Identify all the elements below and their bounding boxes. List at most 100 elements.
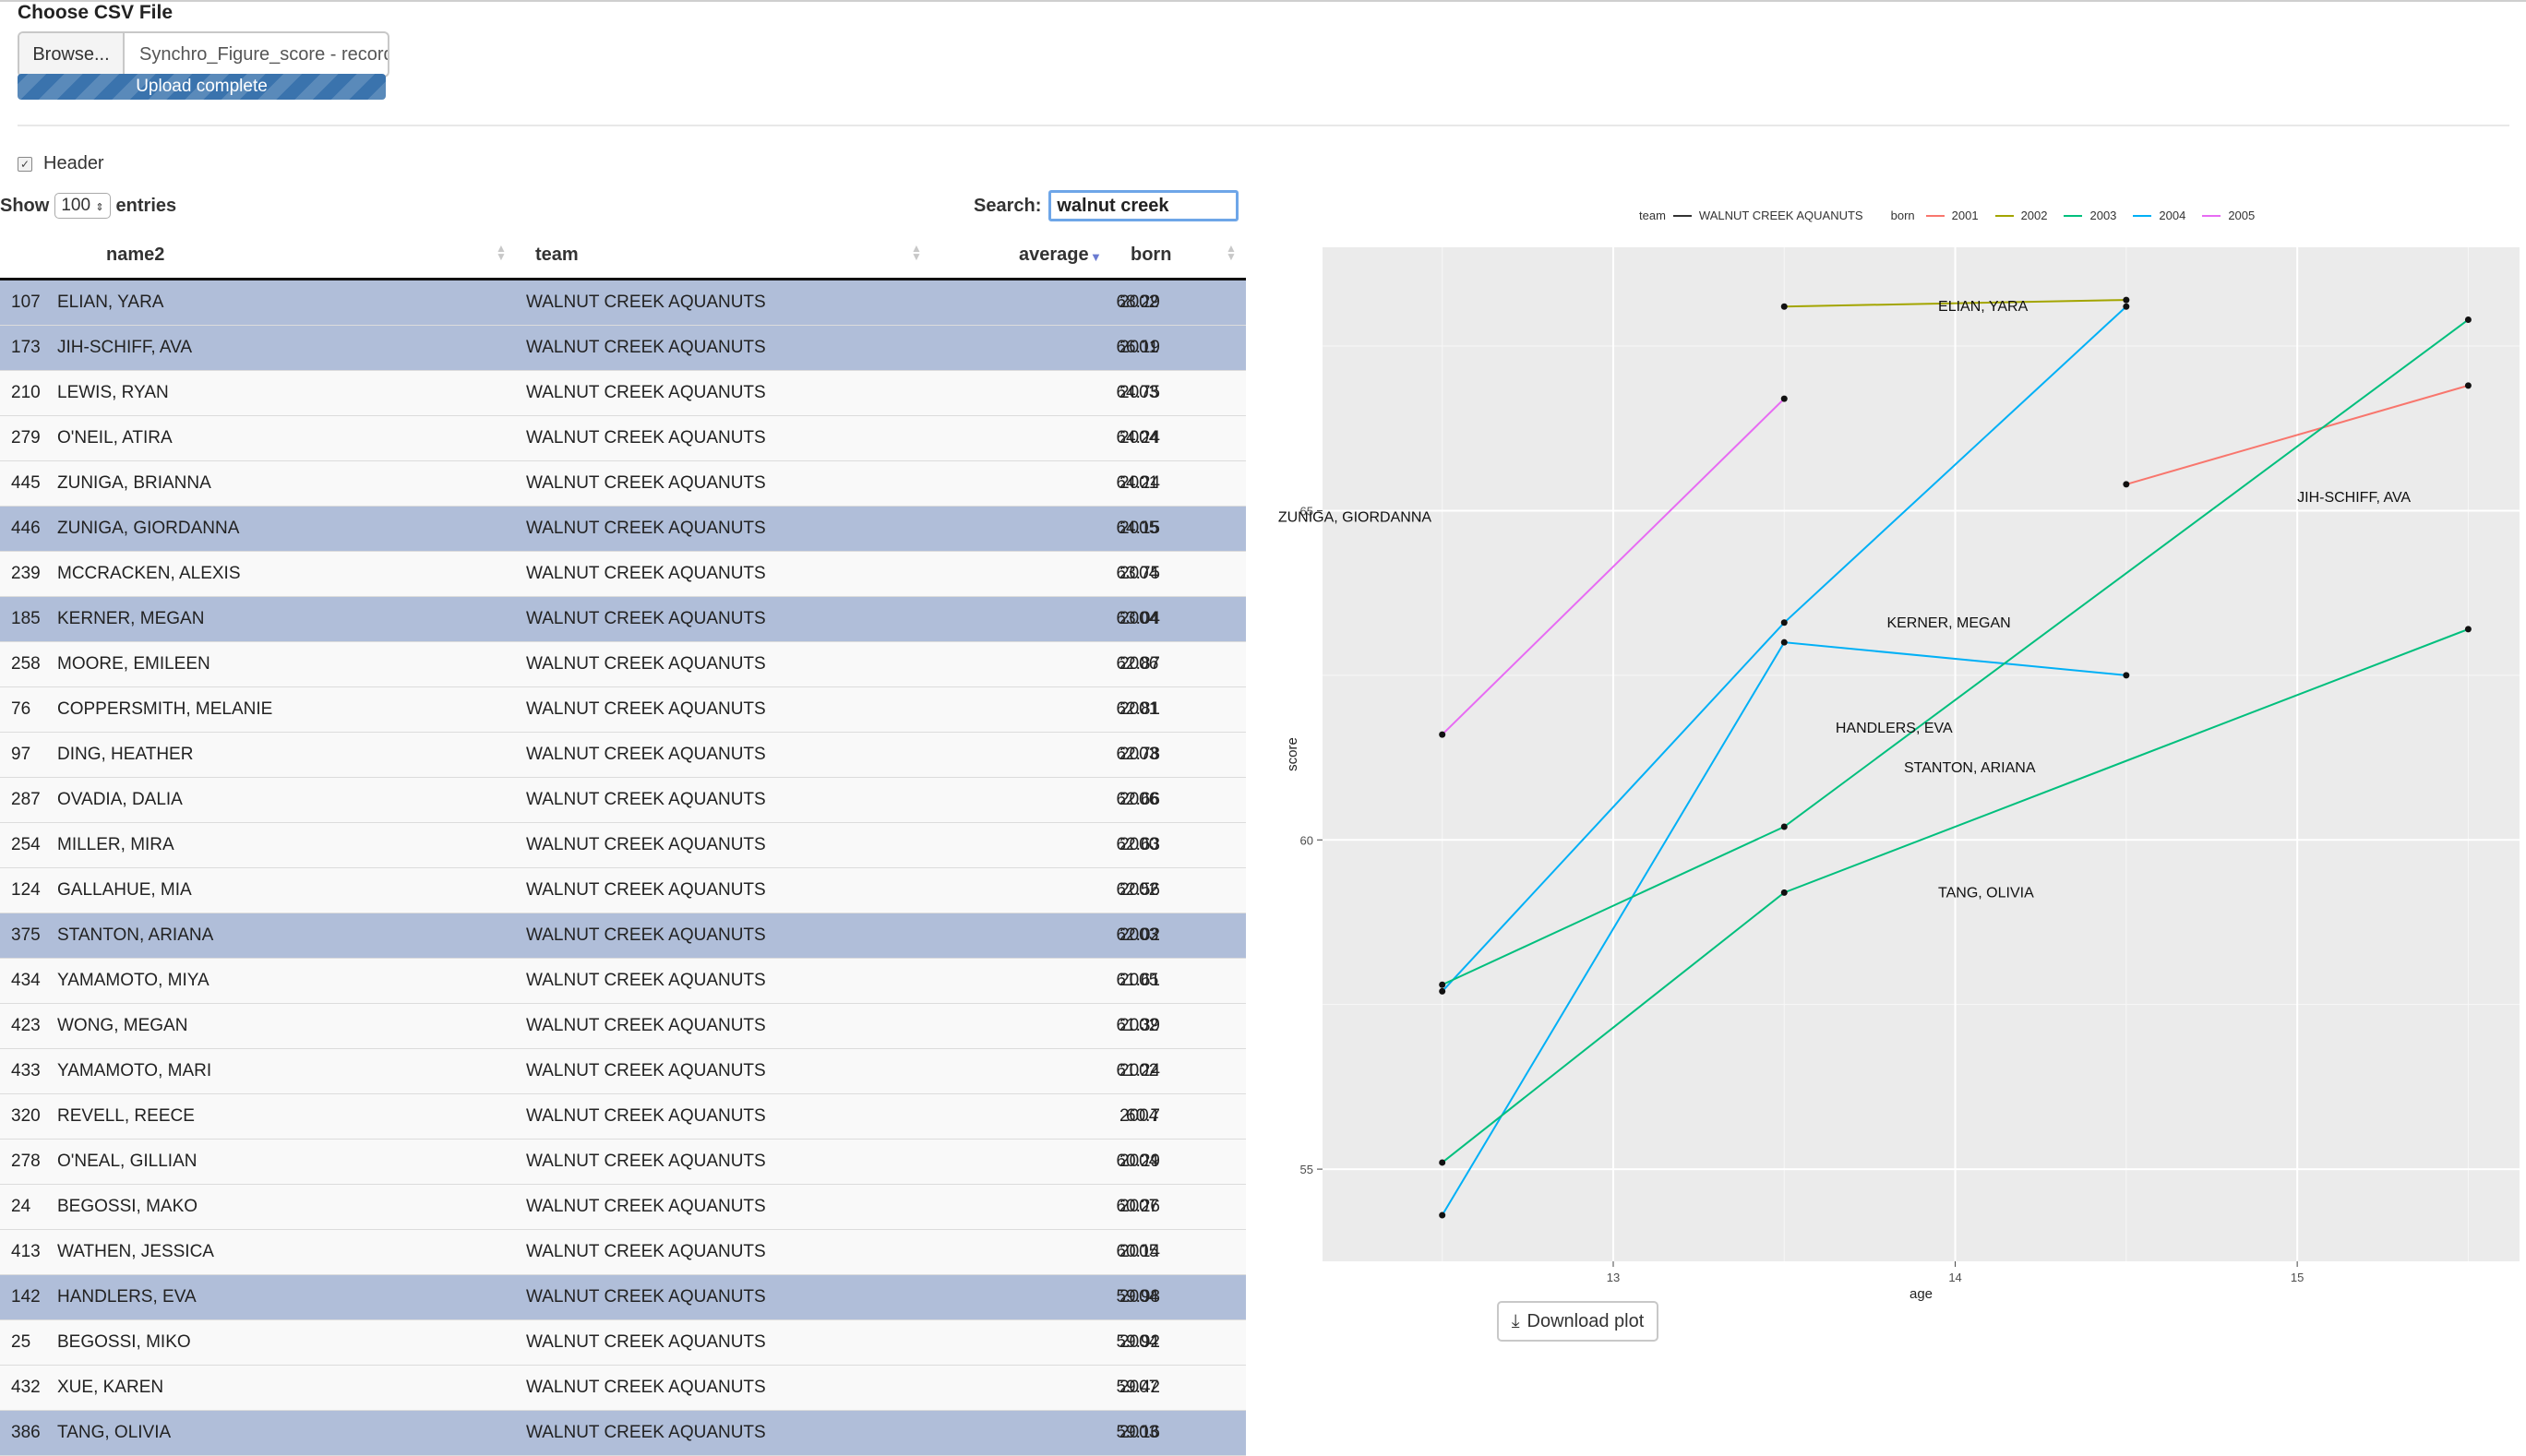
row-born: 2004: [1119, 1152, 1159, 1171]
row-team: WALNUT CREEK AQUANUTS: [526, 1287, 766, 1307]
column-header-average[interactable]: average: [1019, 245, 1089, 265]
row-born: 2002: [1119, 880, 1159, 900]
table-row[interactable]: 433 YAMAMOTO, MARI WALNUT CREEK AQUANUTS 61…: [0, 1049, 1246, 1094]
table-row[interactable]: 279 O'NEIL, ATIRA WALNUT CREEK AQUANUTS 64.…: [0, 416, 1246, 461]
row-index: 254: [11, 835, 41, 854]
row-average: 61.39: [1116, 1016, 1160, 1035]
row-team: WALNUT CREEK AQUANUTS: [526, 971, 766, 990]
point-label: JIH-SCHIFF, AVA: [2297, 490, 2411, 506]
table-row[interactable]: 124 GALLAHUE, MIA WALNUT CREEK AQUANUTS 62.…: [0, 868, 1246, 913]
file-input-label: Choose CSV File: [18, 2, 174, 23]
table-row[interactable]: 320 REVELL, REECE WALNUT CREEK AQUANUTS 60.…: [0, 1094, 1246, 1140]
table-row[interactable]: 142 HANDLERS, EVA WALNUT CREEK AQUANUTS 59.…: [0, 1275, 1246, 1320]
y-tick-label: 55: [1300, 1163, 1313, 1176]
table-row[interactable]: 254 MILLER, MIRA WALNUT CREEK AQUANUTS 62.6…: [0, 823, 1246, 868]
row-team: WALNUT CREEK AQUANUTS: [526, 880, 766, 900]
row-team: WALNUT CREEK AQUANUTS: [526, 1378, 766, 1397]
row-index: 185: [11, 609, 41, 628]
row-index: 386: [11, 1423, 41, 1442]
table-row[interactable]: 432 XUE, KAREN WALNUT CREEK AQUANUTS 59.42 2…: [0, 1366, 1246, 1411]
table-row[interactable]: 434 YAMAMOTO, MIYA WALNUT CREEK AQUANUTS 61…: [0, 959, 1246, 1004]
table-row[interactable]: 258 MOORE, EMILEEN WALNUT CREEK AQUANUTS 62…: [0, 642, 1246, 687]
data-point: [1439, 731, 1446, 738]
row-team: WALNUT CREEK AQUANUTS: [526, 790, 766, 809]
row-index: 279: [11, 428, 41, 448]
row-team: WALNUT CREEK AQUANUTS: [526, 1242, 766, 1261]
sort-both-icon[interactable]: ▲ ▼: [1226, 242, 1237, 263]
column-header-team[interactable]: team: [535, 245, 579, 265]
series-line: [2125, 384, 2469, 485]
row-index: 413: [11, 1242, 41, 1261]
data-point: [2123, 481, 2130, 488]
row-name: GALLAHUE, MIA: [57, 880, 192, 900]
row-average: 62.63: [1116, 835, 1160, 854]
row-born: 2005: [1119, 971, 1159, 990]
table-row[interactable]: 185 KERNER, MEGAN WALNUT CREEK AQUANUTS 63.…: [0, 597, 1246, 642]
table-row[interactable]: 278 O'NEAL, GILLIAN WALNUT CREEK AQUANUTS 6…: [0, 1140, 1246, 1185]
table-row[interactable]: 423 WONG, MEGAN WALNUT CREEK AQUANUTS 61.39…: [0, 1004, 1246, 1049]
row-team: WALNUT CREEK AQUANUTS: [526, 564, 766, 583]
table-row[interactable]: 210 LEWIS, RYAN WALNUT CREEK AQUANUTS 64.75…: [0, 371, 1246, 416]
row-average: 64.75: [1116, 383, 1160, 402]
row-team: WALNUT CREEK AQUANUTS: [526, 428, 766, 448]
table-row[interactable]: 446 ZUNIGA, GIORDANNA WALNUT CREEK AQUANUT…: [0, 507, 1246, 552]
sort-desc-icon[interactable]: ▼: [1090, 250, 1102, 264]
table-row[interactable]: 445 ZUNIGA, BRIANNA WALNUT CREEK AQUANUTS 6…: [0, 461, 1246, 507]
x-axis-title: age: [1909, 1286, 1933, 1302]
row-index: 25: [11, 1332, 31, 1352]
sort-both-icon[interactable]: ▲ ▼: [496, 242, 507, 263]
row-name: ELIAN, YARA: [57, 292, 164, 312]
x-tick-label: 15: [2291, 1271, 2304, 1284]
table-row[interactable]: 239 MCCRACKEN, ALEXIS WALNUT CREEK AQUANUT…: [0, 552, 1246, 597]
selected-file-name[interactable]: Synchro_Figure_score - record: [139, 43, 388, 65]
table-row[interactable]: 413 WATHEN, JESSICA WALNUT CREEK AQUANUTS 6…: [0, 1230, 1246, 1275]
header-option[interactable]: ✓ Header: [18, 153, 104, 174]
table-row[interactable]: 287 OVADIA, DALIA WALNUT CREEK AQUANUTS 62.…: [0, 778, 1246, 823]
download-plot-button[interactable]: ⤓ Download plot: [1497, 1301, 1658, 1342]
browse-button[interactable]: Browse...: [19, 33, 125, 76]
row-name: DING, HEATHER: [57, 745, 194, 764]
search-input[interactable]: walnut creek: [1048, 190, 1239, 221]
row-name: MCCRACKEN, ALEXIS: [57, 564, 241, 583]
top-border: [0, 0, 2526, 2]
row-team: WALNUT CREEK AQUANUTS: [526, 292, 766, 312]
row-born: 2003: [1119, 925, 1159, 945]
column-header-born[interactable]: born: [1131, 245, 1172, 265]
point-label: TANG, OLIVIA: [1938, 885, 2034, 901]
legend-born-title: born: [1890, 209, 1915, 222]
row-born: 2004: [1119, 1332, 1159, 1352]
point-label: ZUNIGA, GIORDANNA: [1278, 510, 1432, 526]
data-point: [1439, 1211, 1446, 1219]
header-checkbox[interactable]: ✓: [18, 156, 32, 172]
column-header-name2[interactable]: name2: [106, 245, 165, 265]
table-row[interactable]: 107 ELIAN, YARA WALNUT CREEK AQUANUTS 68.29…: [0, 280, 1246, 326]
table-row[interactable]: 25 BEGOSSI, MIKO WALNUT CREEK AQUANUTS 59.9…: [0, 1320, 1246, 1366]
row-name: WONG, MEGAN: [57, 1016, 188, 1035]
table-row[interactable]: 76 COPPERSMITH, MELANIE WALNUT CREEK AQUAN…: [0, 687, 1246, 733]
row-born: 2003: [1119, 1423, 1159, 1442]
table-body: 107 ELIAN, YARA WALNUT CREEK AQUANUTS 68.29…: [0, 280, 1246, 1456]
point-label: HANDLERS, EVA: [1836, 721, 1953, 736]
table-row[interactable]: 24 BEGOSSI, MAKO WALNUT CREEK AQUANUTS 60.2…: [0, 1185, 1246, 1230]
table-row[interactable]: 375 STANTON, ARIANA WALNUT CREEK AQUANUTS 6…: [0, 913, 1246, 959]
table-row[interactable]: 97 DING, HEATHER WALNUT CREEK AQUANUTS 62.7…: [0, 733, 1246, 778]
legend-born-swatch: [2202, 214, 2221, 217]
data-point: [2123, 303, 2130, 310]
data-point: [1780, 823, 1788, 830]
legend-born-label: 2002: [2020, 209, 2048, 222]
data-point: [2123, 672, 2130, 679]
series-line: [1784, 299, 2126, 308]
entries-label: entries: [115, 195, 177, 216]
y-tick-label: 65: [1300, 504, 1313, 518]
file-input-group[interactable]: Browse... Synchro_Figure_score - record: [18, 31, 389, 78]
row-index: 432: [11, 1378, 41, 1397]
table-row[interactable]: 173 JIH-SCHIFF, AVA WALNUT CREEK AQUANUTS 6…: [0, 326, 1246, 371]
entries-length-select[interactable]: 100 ⇕: [54, 193, 111, 219]
score-plot: 13 14 15 55 60 65 age score ELIAN, YARA JIH-SCHIF…: [1278, 247, 2520, 1302]
row-team: WALNUT CREEK AQUANUTS: [526, 609, 766, 628]
x-tick-label: 13: [1607, 1271, 1620, 1284]
row-born: 2007: [1119, 1197, 1159, 1216]
row-born: 2004: [1119, 428, 1159, 448]
sort-both-icon[interactable]: ▲ ▼: [911, 242, 922, 263]
data-point: [1439, 1159, 1446, 1166]
